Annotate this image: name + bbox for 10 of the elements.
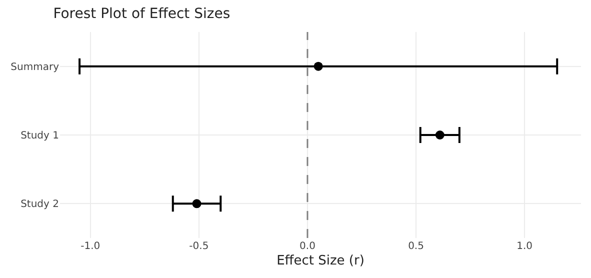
x-tick-label: 1.0 xyxy=(516,241,533,252)
y-tick-label: Study 2 xyxy=(20,199,59,210)
x-tick-label: -1.0 xyxy=(80,241,100,252)
x-tick-label: 0.5 xyxy=(408,241,424,252)
x-tick-label: -0.5 xyxy=(189,241,209,252)
x-tick-label: 0.0 xyxy=(300,241,316,252)
chart-title: Forest Plot of Effect Sizes xyxy=(53,6,230,22)
y-tick-label: Summary xyxy=(10,62,60,73)
y-tick-label: Study 1 xyxy=(20,130,59,142)
x-axis-title: Effect Size (r) xyxy=(276,254,364,269)
